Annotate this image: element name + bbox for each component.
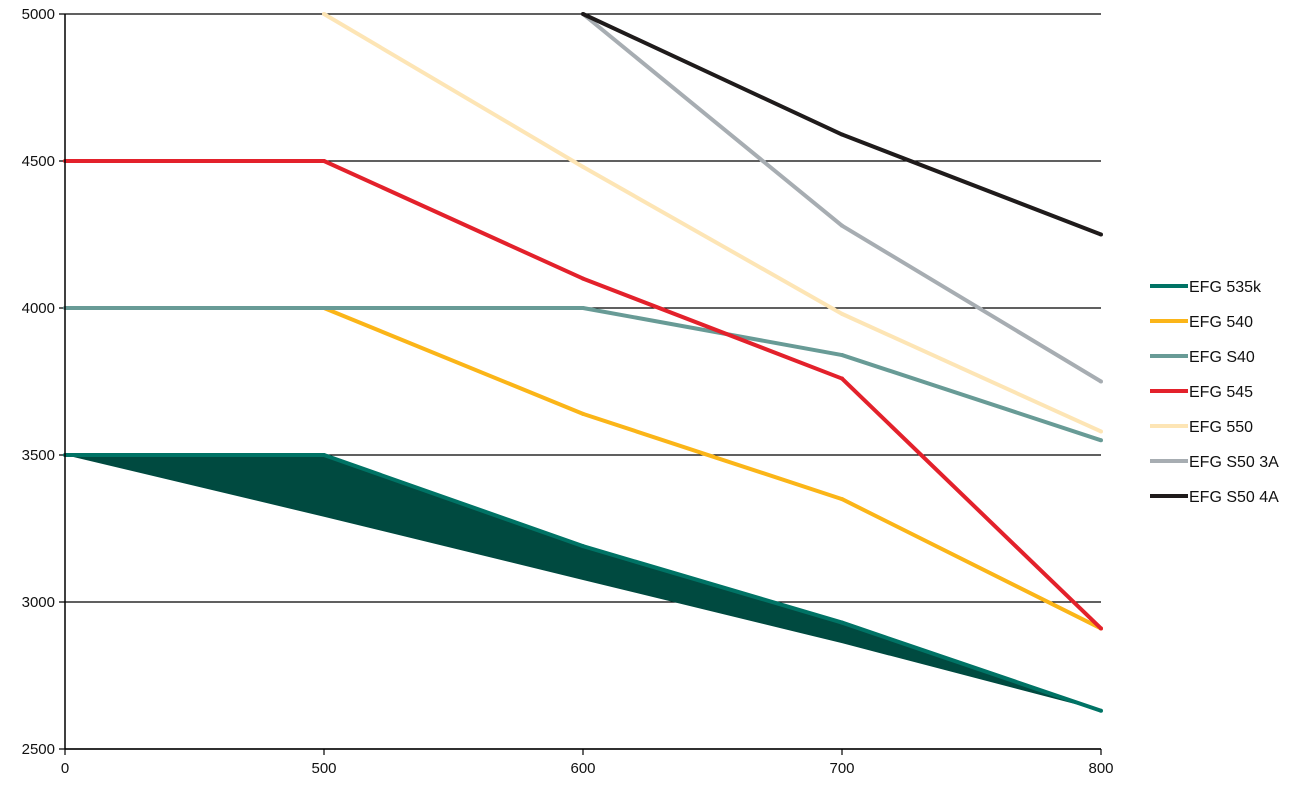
legend-item: EFG 535k <box>1150 279 1262 296</box>
data-point <box>840 497 844 502</box>
data-point <box>1099 232 1103 237</box>
y-tick-label: 5000 <box>22 6 55 23</box>
data-point <box>1099 429 1103 434</box>
series-line-5 <box>581 12 1103 384</box>
legend-item: EFG 545 <box>1150 384 1253 401</box>
legend-label: EFG S40 <box>1189 349 1255 366</box>
series-line-1 <box>323 306 1102 631</box>
data-point <box>840 353 844 358</box>
data-point <box>840 132 844 137</box>
x-tick-label: 500 <box>311 760 336 777</box>
legend-label: EFG S50 3A <box>1189 454 1279 471</box>
data-point <box>1099 708 1103 713</box>
x-tick-label: 0 <box>61 760 69 777</box>
data-point <box>1099 626 1103 631</box>
legend: EFG 535k EFG 540 EFG S40 EFG 545 EFG 550 EFG … <box>1150 279 1279 506</box>
data-point <box>581 12 585 16</box>
data-point <box>1099 379 1103 384</box>
series-line-2 <box>65 306 1102 443</box>
legend-label: EFG 545 <box>1189 384 1253 401</box>
legend-label: EFG S50 4A <box>1189 489 1279 506</box>
axes <box>64 14 1102 755</box>
y-tick-label: 4000 <box>22 300 55 317</box>
data-point <box>322 12 326 16</box>
data-point <box>581 164 585 169</box>
legend-item: EFG S50 4A <box>1150 489 1279 506</box>
x-tick-labels: 0 500 600 700 800 <box>61 760 1114 777</box>
legend-item: EFG S40 <box>1150 349 1255 366</box>
data-point <box>840 620 844 625</box>
legend-item: EFG 540 <box>1150 314 1253 331</box>
gridlines <box>59 13 1101 750</box>
x-tick-label: 600 <box>570 760 595 777</box>
legend-label: EFG 540 <box>1189 314 1253 331</box>
series-lines <box>63 12 1103 713</box>
y-tick-label: 4500 <box>22 153 55 170</box>
data-point <box>322 159 326 163</box>
y-tick-label: 3000 <box>22 594 55 611</box>
x-tick-label: 800 <box>1088 760 1113 777</box>
y-tick-label: 3500 <box>22 447 55 464</box>
data-point <box>322 306 326 310</box>
legend-item: EFG S50 3A <box>1150 454 1279 471</box>
data-point <box>1099 438 1103 443</box>
series-line-0 <box>65 453 1102 713</box>
data-point <box>840 311 844 316</box>
data-point <box>840 223 844 228</box>
series-line-6 <box>582 12 1102 237</box>
band-fill-0 <box>65 455 1101 711</box>
legend-label: EFG 550 <box>1189 419 1253 436</box>
y-tick-labels: 2500 3000 3500 4000 4500 5000 <box>22 6 55 758</box>
data-point <box>322 453 326 457</box>
x-tick-label: 700 <box>829 760 854 777</box>
data-point <box>581 306 585 310</box>
data-point <box>840 376 844 381</box>
data-point <box>581 544 585 549</box>
legend-label: EFG 535k <box>1189 279 1262 296</box>
y-tick-label: 2500 <box>22 741 55 758</box>
data-point <box>581 411 585 416</box>
band-area <box>65 455 1101 711</box>
legend-item: EFG 550 <box>1150 419 1253 436</box>
data-point <box>581 276 585 281</box>
series-line-4 <box>322 12 1102 434</box>
